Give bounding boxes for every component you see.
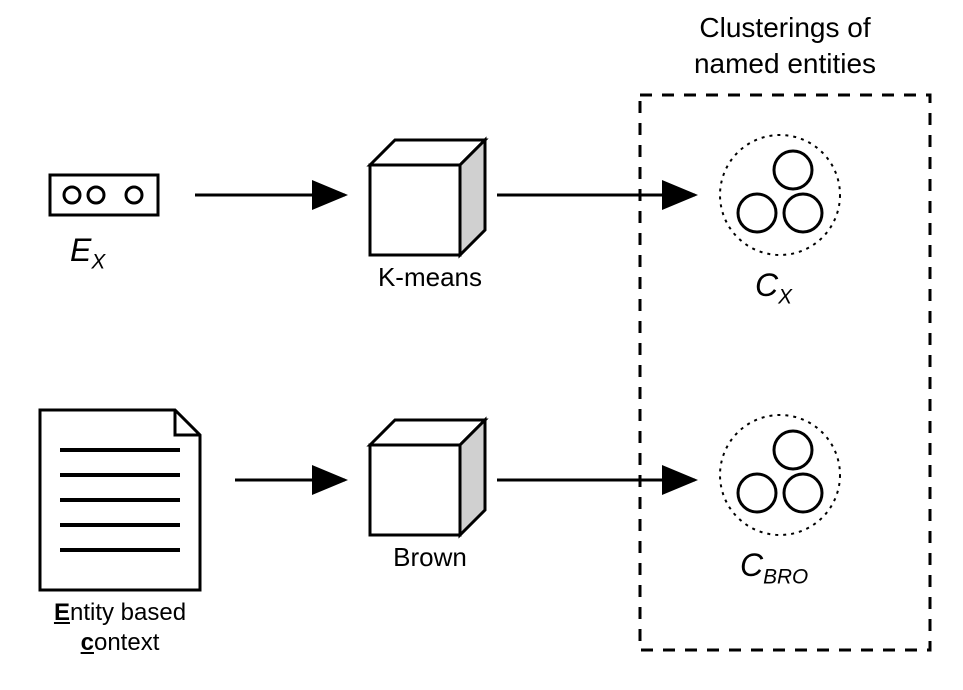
cbro-main: C	[740, 547, 763, 583]
cluster-cx	[720, 135, 840, 255]
flowchart-diagram: Clusterings of named entities EX K-means…	[0, 0, 963, 690]
cx-sub: X	[778, 285, 792, 308]
cx-main: C	[755, 267, 778, 303]
kmeans-cube	[370, 140, 485, 255]
brown-label: Brown	[380, 542, 480, 573]
ex-main: E	[70, 232, 91, 268]
document-box	[40, 410, 200, 590]
kmeans-label: K-means	[370, 262, 490, 293]
cx-label: CX	[755, 267, 792, 309]
doc-label-e: E	[54, 599, 70, 626]
ex-label: EX	[70, 232, 105, 274]
document-label: Entity based context	[30, 598, 210, 658]
doc-label-rest2: ontext	[94, 629, 159, 656]
ex-sub: X	[91, 250, 105, 273]
header-label: Clusterings of named entities	[640, 10, 930, 83]
brown-cube	[370, 420, 485, 535]
diagram-svg	[0, 0, 963, 690]
header-line2: named entities	[694, 48, 876, 79]
doc-label-rest1: ntity based	[70, 599, 186, 626]
cluster-cbro	[720, 415, 840, 535]
ex-embedding-box	[50, 175, 158, 215]
doc-label-c: c	[81, 629, 94, 656]
header-line1: Clusterings of	[699, 12, 870, 43]
cbro-label: CBRO	[740, 547, 808, 589]
cbro-sub: BRO	[763, 565, 808, 588]
